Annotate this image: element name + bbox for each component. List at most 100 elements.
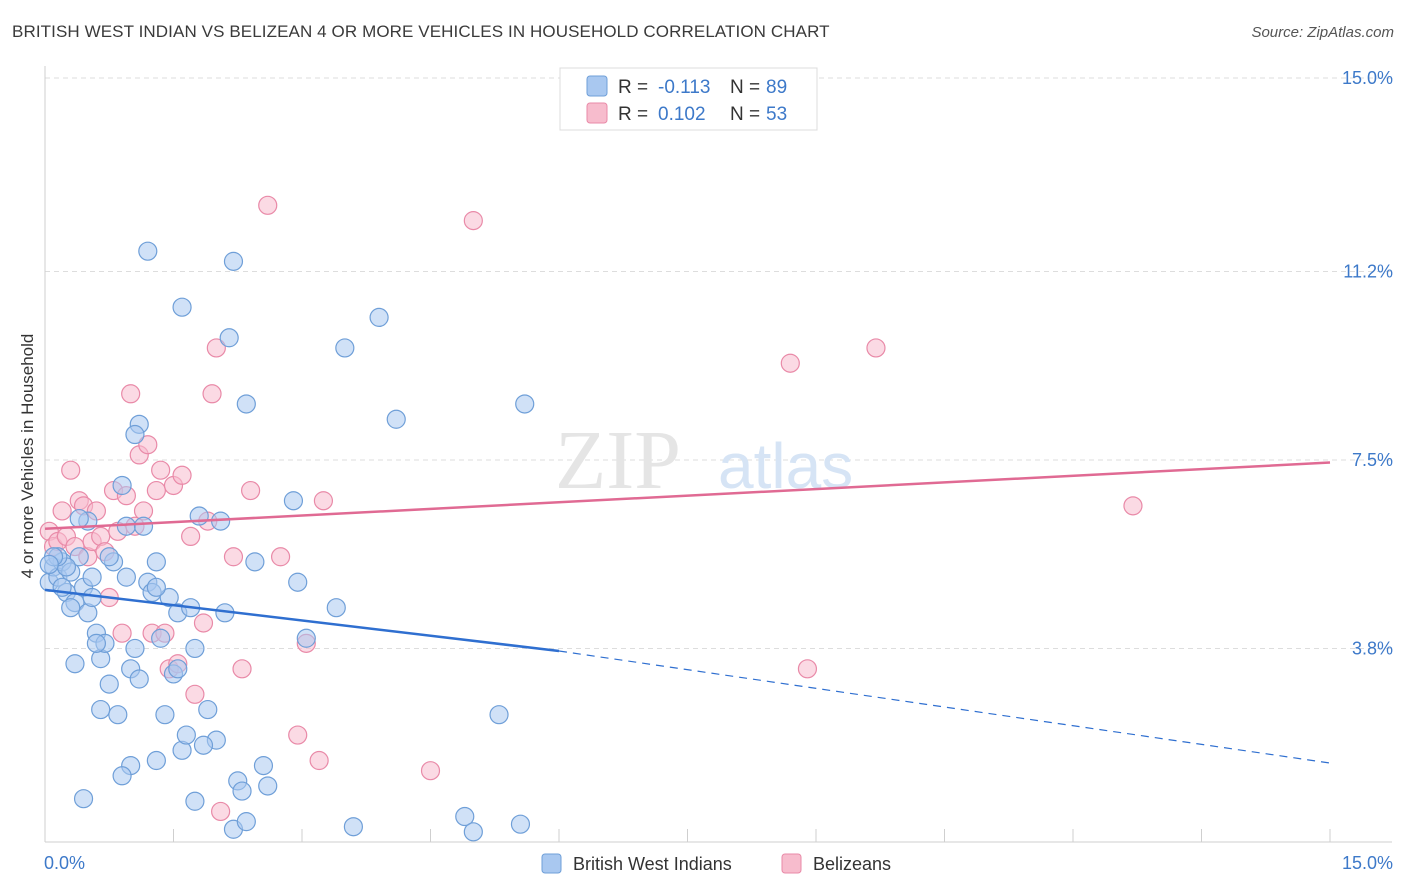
british-west-indians-point-82	[69, 508, 89, 529]
british-west-indians-point-80	[258, 776, 278, 796]
watermark-zip: ZIP	[555, 414, 681, 507]
british-west-indians-point-59	[510, 814, 531, 834]
belizeans-point-31	[172, 465, 192, 485]
legend-r-value-1: -0.113	[658, 77, 710, 98]
british-west-indians-point-46	[236, 394, 256, 414]
belizeans-point-52	[866, 338, 886, 358]
british-west-indians-point-11	[82, 567, 102, 587]
british-west-indians-point-73	[65, 654, 85, 674]
stats-legend: R = -0.113 N = 89 R = 0.102 N = 53	[559, 67, 818, 131]
british-west-indians-point-17	[108, 705, 128, 725]
watermark: ZIP atlas	[555, 414, 853, 507]
belizeans-point-49	[463, 211, 483, 231]
legend-n-value-1: 89	[766, 77, 787, 98]
british-west-indians-point-62	[172, 297, 192, 317]
axes	[44, 66, 1392, 843]
series-legend-swatch-pink	[781, 853, 802, 874]
british-west-indians-point-22	[125, 638, 145, 659]
british-west-indians-point-65	[125, 424, 145, 445]
british-west-indians-point-54	[369, 307, 389, 327]
british-west-indians-point-39	[198, 699, 218, 720]
y-tick-label-1: 7.5%	[1352, 450, 1393, 470]
british-west-indians-point-49	[283, 491, 304, 511]
british-west-indians-trend-extension	[558, 650, 1331, 764]
british-west-indians-point-84	[61, 598, 81, 618]
belizeans-point-48	[420, 761, 441, 781]
belizeans-points	[39, 195, 1143, 822]
british-west-indians-point-74	[146, 577, 166, 597]
belizeans-point-43	[270, 547, 291, 567]
belizeans-point-53	[1123, 496, 1143, 516]
british-west-indians-point-56	[455, 806, 475, 827]
legend-r-value-2: 0.102	[658, 104, 706, 125]
british-west-indians-point-79	[185, 638, 205, 659]
british-west-indians-point-15	[99, 674, 119, 694]
belizeans-point-33	[185, 684, 205, 704]
british-west-indians-point-57	[463, 822, 483, 842]
british-west-indians-point-60	[515, 394, 535, 414]
belizeans-point-41	[241, 480, 261, 501]
y-tick-labels: 3.8% 7.5% 11.2% 15.0%	[1342, 68, 1393, 658]
british-west-indians-point-27	[146, 750, 166, 771]
belizeans-point-47	[313, 491, 334, 511]
british-west-indians-point-81	[39, 554, 59, 575]
series-legend-label-pink: Belizeans	[813, 854, 891, 874]
belizeans-point-26	[151, 460, 171, 480]
british-west-indians-point-50	[288, 572, 308, 592]
belizeans-point-25	[146, 480, 166, 501]
series-legend-label-blue: British West Indians	[573, 854, 732, 874]
chart-title: BRITISH WEST INDIAN VS BELIZEAN 4 OR MOR…	[12, 22, 830, 41]
belizeans-point-37	[206, 338, 226, 358]
british-west-indians-point-47	[245, 552, 265, 572]
british-west-indians-point-64	[223, 251, 244, 271]
british-west-indians-point-66	[99, 547, 119, 567]
british-west-indians-point-45	[232, 781, 252, 801]
legend-swatch-pink	[586, 102, 608, 124]
belizeans-point-38	[211, 801, 231, 822]
british-west-indians-point-18	[112, 475, 132, 496]
british-west-indians-point-87	[343, 817, 363, 837]
british-west-indians-point-28	[146, 552, 166, 572]
legend-n-label-2: N =	[730, 104, 760, 125]
british-west-indians-point-52	[326, 598, 346, 618]
british-west-indians-point-7	[69, 547, 89, 567]
belizeans-point-19	[121, 384, 141, 404]
legend-n-label-1: N =	[730, 77, 760, 98]
trend-lines	[44, 461, 1331, 764]
british-west-indians-trend-line	[44, 588, 560, 653]
belizeans-point-32	[181, 526, 201, 547]
british-west-indians-point-70	[112, 766, 132, 786]
british-west-indians-point-30	[155, 705, 175, 725]
series-legend: British West Indians Belizeans	[541, 853, 891, 874]
legend-r-label-1: R =	[618, 77, 648, 98]
belizeans-point-40	[232, 659, 252, 679]
source-credit: Source: ZipAtlas.com	[1251, 24, 1394, 41]
british-west-indians-point-83	[168, 659, 188, 679]
y-tick-label-2: 11.2%	[1343, 262, 1393, 282]
british-west-indians-point-86	[73, 789, 94, 809]
belizeans-point-17	[112, 623, 132, 643]
british-west-indians-point-61	[138, 241, 158, 261]
x-tick-label-min: 0.0%	[44, 853, 85, 873]
belizeans-point-36	[202, 384, 222, 404]
british-west-indians-point-78	[129, 669, 149, 689]
belizeans-point-50	[780, 353, 800, 373]
british-west-indians-point-88	[236, 812, 256, 832]
british-west-indians-point-51	[296, 628, 316, 648]
belizeans-trend-line	[44, 461, 1331, 531]
british-west-indians-point-35	[176, 725, 196, 745]
y-tick-label-3: 15.0%	[1342, 68, 1393, 88]
belizeans-point-46	[309, 750, 329, 771]
british-west-indians-point-37	[185, 791, 205, 811]
british-west-indians-point-58	[489, 705, 509, 725]
belizeans-point-44	[288, 725, 308, 745]
british-west-indians-point-53	[335, 338, 355, 358]
belizeans-point-3	[52, 501, 72, 521]
british-west-indians-point-31	[159, 587, 179, 608]
belizeans-point-51	[797, 659, 818, 679]
belizeans-point-23	[138, 435, 158, 455]
x-tick-label-max: 15.0%	[1342, 853, 1393, 873]
y-tick-label-0: 3.8%	[1352, 638, 1393, 658]
series-legend-swatch-blue	[541, 853, 562, 874]
